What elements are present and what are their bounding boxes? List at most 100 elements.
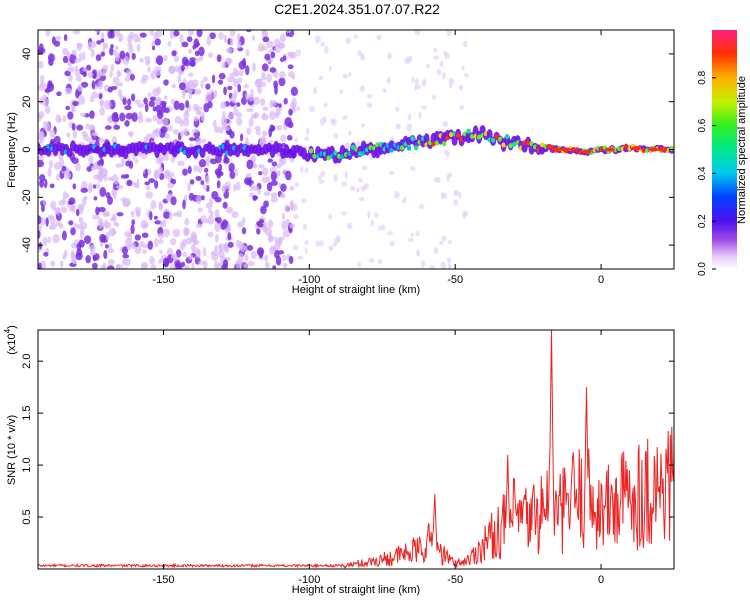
noise-cell: [299, 166, 304, 174]
noise-cell: [129, 132, 133, 138]
noise-cell: [144, 55, 151, 61]
noise-cell: [204, 218, 211, 224]
noise-cell: [266, 73, 272, 83]
noise-cell: [42, 97, 49, 107]
noise-cell: [418, 111, 422, 120]
noise-cell: [139, 240, 144, 247]
noise-cell: [360, 123, 365, 128]
noise-cell: [85, 254, 91, 264]
noise-cell: [126, 68, 133, 77]
noise-cell: [269, 67, 277, 73]
noise-cell: [271, 161, 278, 167]
noise-cell: [342, 73, 349, 79]
noise-cell: [202, 76, 209, 82]
noise-cell: [230, 37, 234, 47]
noise-cell: [130, 93, 136, 102]
noise-cell: [170, 196, 177, 206]
noise-cell: [70, 252, 78, 259]
noise-cell: [292, 245, 299, 251]
noise-cell: [113, 124, 121, 130]
noise-cell: [114, 45, 119, 51]
noise-cell: [125, 160, 131, 167]
noise-cell: [262, 36, 270, 43]
noise-cell: [440, 191, 444, 198]
noise-cell: [130, 224, 135, 235]
noise-cell: [387, 52, 393, 60]
noise-cell: [200, 180, 205, 186]
noise-cell: [188, 72, 194, 78]
noise-cell: [236, 33, 241, 42]
snr-background: [38, 330, 674, 569]
noise-cell: [100, 32, 105, 39]
noise-cell: [202, 183, 208, 190]
noise-cell: [196, 249, 201, 259]
noise-cell: [205, 202, 213, 209]
noise-cell: [319, 239, 324, 247]
noise-cell: [232, 183, 237, 192]
noise-cell: [232, 80, 240, 87]
noise-cell: [259, 219, 265, 224]
noise-cell: [72, 100, 79, 107]
noise-cell: [411, 76, 415, 83]
noise-cell: [220, 101, 227, 109]
noise-cell: [250, 88, 254, 95]
noise-cell: [389, 240, 395, 247]
noise-cell: [212, 92, 217, 99]
noise-cell: [241, 227, 247, 235]
noise-cell: [284, 117, 292, 127]
noise-cell: [376, 34, 382, 41]
noise-cell: [90, 49, 95, 58]
noise-cell: [47, 53, 55, 63]
noise-cell: [309, 105, 315, 113]
noise-cell: [200, 138, 207, 144]
noise-cell: [156, 30, 163, 38]
noise-cell: [100, 51, 106, 57]
noise-cell: [180, 261, 186, 268]
snr-panel: -150 -100 -50 0 0.5 1.0 1.5 2.0 Height of strai…: [3, 325, 675, 596]
noise-cell: [359, 85, 365, 92]
noise-cell: [134, 182, 138, 189]
noise-cell: [78, 216, 84, 224]
noise-cell: [285, 170, 292, 181]
noise-cell: [65, 105, 71, 111]
noise-cell: [42, 236, 48, 247]
noise-cell: [386, 76, 391, 84]
noise-cell: [410, 165, 416, 172]
noise-cell: [151, 45, 156, 51]
noise-cell: [205, 83, 211, 90]
noise-cell: [315, 35, 321, 44]
noise-cell: [320, 41, 325, 48]
noise-cell: [304, 167, 309, 174]
noise-cell: [207, 231, 214, 238]
noise-cell: [147, 66, 151, 73]
snr-series-line: [38, 330, 674, 569]
noise-cell: [218, 72, 226, 80]
noise-cell: [74, 58, 81, 64]
noise-cell: [136, 211, 141, 218]
noise-cell: [245, 30, 252, 33]
noise-cell: [109, 47, 114, 56]
noise-cell: [62, 197, 66, 205]
noise-cell: [349, 185, 356, 191]
noise-cell: [439, 60, 444, 68]
colorbar: 0.0 0.2 0.4 0.6 0.8 Normalized spectral ampl…: [697, 30, 748, 276]
noise-cell: [116, 264, 124, 269]
ridge-cell: [431, 141, 436, 147]
noise-cell: [115, 163, 123, 168]
noise-cell: [39, 133, 44, 144]
noise-cell: [55, 114, 62, 124]
noise-cell: [252, 195, 257, 201]
noise-cell: [207, 52, 214, 58]
noise-cell: [53, 161, 62, 170]
noise-cell: [83, 195, 88, 201]
noise-cell: [154, 38, 161, 46]
noise-cell: [339, 89, 344, 94]
noise-cell: [212, 119, 217, 128]
noise-cell: [341, 211, 347, 216]
noise-cell: [89, 244, 96, 252]
noise-cell: [285, 218, 291, 225]
noise-cell: [182, 251, 187, 258]
noise-cell: [82, 67, 87, 72]
noise-cell: [163, 54, 168, 62]
noise-cell: [197, 260, 205, 265]
